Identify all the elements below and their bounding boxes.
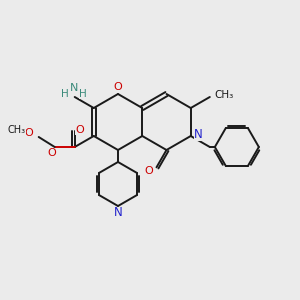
Text: O: O bbox=[24, 128, 33, 138]
Text: O: O bbox=[114, 82, 122, 92]
Text: CH₃: CH₃ bbox=[8, 125, 26, 135]
Text: N: N bbox=[194, 128, 203, 140]
Text: H: H bbox=[79, 89, 87, 99]
Text: N: N bbox=[70, 83, 78, 93]
Text: O: O bbox=[47, 148, 56, 158]
Text: O: O bbox=[144, 166, 153, 176]
Text: H: H bbox=[61, 89, 69, 99]
Text: O: O bbox=[75, 125, 84, 135]
Text: N: N bbox=[114, 206, 122, 220]
Text: CH₃: CH₃ bbox=[214, 90, 233, 100]
